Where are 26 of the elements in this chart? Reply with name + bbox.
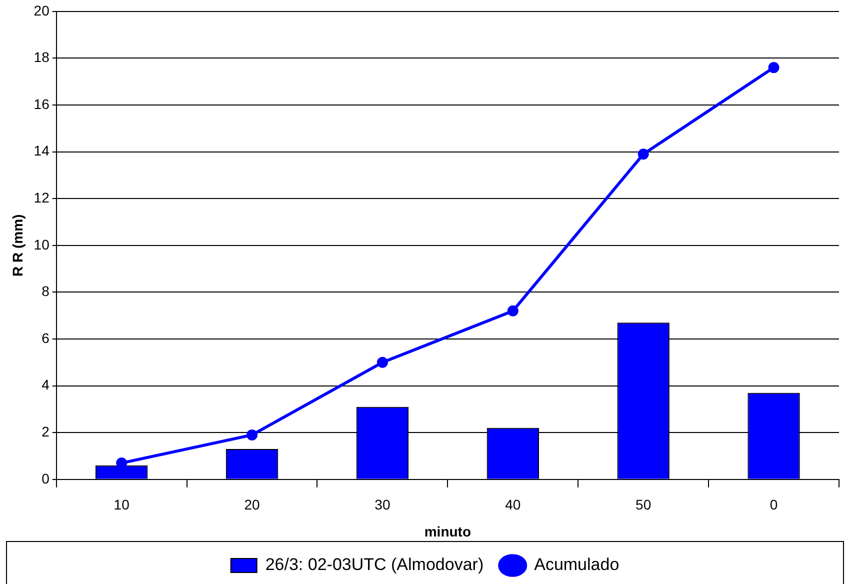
x-tick-label: 20 (244, 496, 260, 513)
legend-label: Acumulado (534, 555, 620, 574)
x-tick-label: 40 (505, 496, 521, 513)
x-axis-title: minuto (424, 523, 472, 540)
y-tick-label: 10 (34, 236, 50, 252)
point (768, 62, 780, 74)
y-tick-label: 18 (34, 49, 50, 66)
point (507, 305, 518, 316)
y-tick-label: 16 (34, 96, 50, 112)
y-tick-label: 6 (42, 330, 50, 346)
y-tick-label: 12 (34, 189, 50, 206)
y-tick-label: 0 (42, 470, 50, 486)
y-tick-label: 8 (42, 283, 50, 300)
x-tick-label: 0 (770, 496, 778, 513)
point (246, 429, 258, 440)
y-tick-label: 4 (42, 376, 50, 393)
point (376, 356, 388, 368)
y-tick-label: 14 (34, 142, 50, 159)
x-tick-label: 10 (114, 496, 130, 513)
y-axis-title: R R (mm) (9, 214, 26, 277)
point (638, 148, 649, 160)
y-tick-label: 2 (42, 423, 50, 440)
x-tick-label: 50 (636, 496, 652, 513)
y-tick-label: 20 (34, 2, 50, 18)
x-tick-label: 30 (374, 496, 390, 513)
legend-label: 26/3: 02-03UTC (Almodovar) (265, 555, 484, 574)
